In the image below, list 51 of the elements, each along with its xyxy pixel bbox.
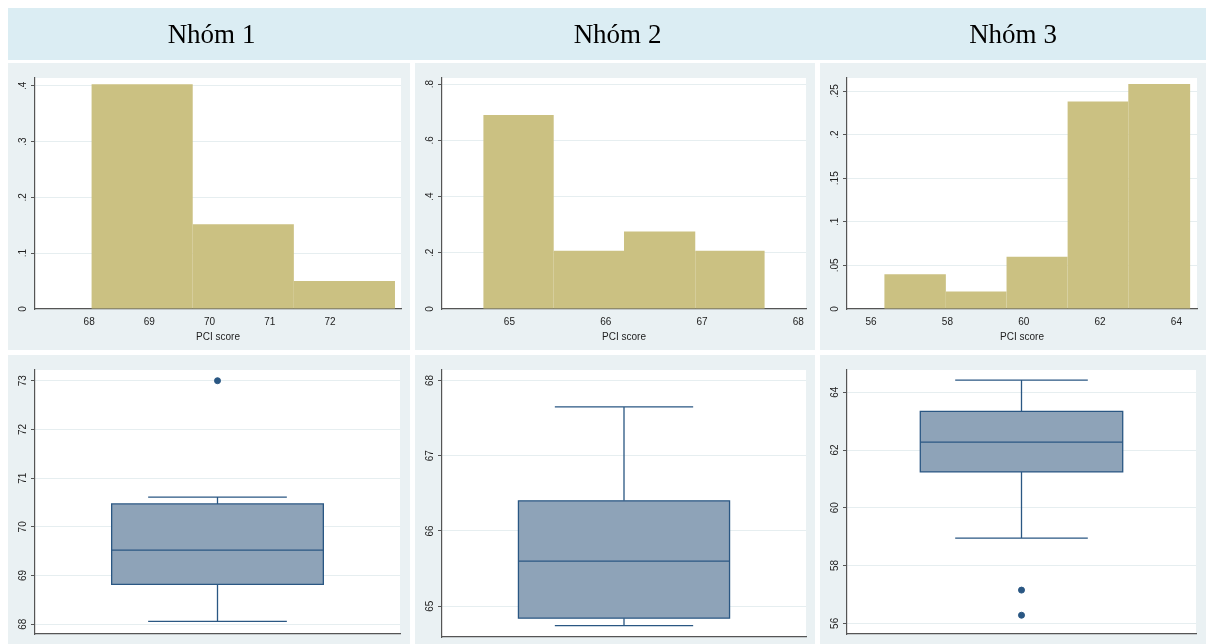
y-tick-label: 65 [423,600,435,612]
x-axis-title: PCI score [602,330,647,342]
y-tick-label: 66 [423,524,435,537]
y-tick-label: .2 [828,130,840,139]
y-tick-label: .4 [423,191,435,201]
chart-title: Nhóm 3 [820,8,1206,60]
y-tick-label: 64 [828,386,840,398]
x-tick-label: 72 [324,315,336,327]
x-tick-label: 68 [83,315,96,327]
y-tick-label: 72 [16,423,28,435]
y-tick-label: .05 [828,258,840,273]
x-axis-title: PCI score [1000,330,1045,342]
x-tick-label: 65 [503,315,516,327]
chart-title: Nhóm 2 [415,8,820,60]
y-tick-label: .1 [828,217,840,226]
y-tick-label: 73 [16,374,28,387]
y-tick-label: .2 [16,192,28,202]
y-tick-label: .1 [16,248,28,258]
y-tick-label: .6 [423,135,435,145]
chart-title: Nhóm 1 [8,8,415,60]
y-tick-label: 58 [828,559,840,572]
x-tick-label: 62 [1094,315,1107,327]
y-tick-label: .15 [828,170,840,186]
y-tick-label: .8 [423,79,435,89]
y-tick-label: 70 [16,520,28,533]
x-tick-label: 64 [1170,315,1183,327]
x-tick-label: 58 [941,315,954,327]
y-tick-label: 67 [423,449,435,462]
x-tick-label: 71 [264,315,276,327]
y-tick-label: 68 [16,618,28,630]
y-tick-label: .3 [16,137,28,146]
y-tick-label: .4 [16,81,28,90]
y-tick-label: 0 [16,305,28,312]
y-tick-label: 62 [828,444,840,456]
y-tick-label: 0 [828,305,840,312]
y-tick-label: 0 [423,305,435,312]
y-tick-label: 71 [16,472,28,484]
x-axis-title: PCI score [196,330,241,342]
x-tick-label: 68 [792,315,805,327]
y-tick-label: .2 [423,248,435,257]
y-tick-label: 69 [16,569,28,582]
y-tick-label: 60 [828,501,840,514]
y-tick-label: .25 [828,83,840,99]
x-tick-label: 69 [143,315,156,327]
x-tick-label: 67 [696,315,708,327]
x-tick-label: 56 [865,315,878,327]
x-tick-label: 66 [600,315,612,327]
y-tick-label: 56 [828,617,840,629]
x-tick-label: 70 [204,315,216,327]
x-tick-label: 60 [1018,315,1030,327]
y-tick-label: 68 [423,374,435,387]
